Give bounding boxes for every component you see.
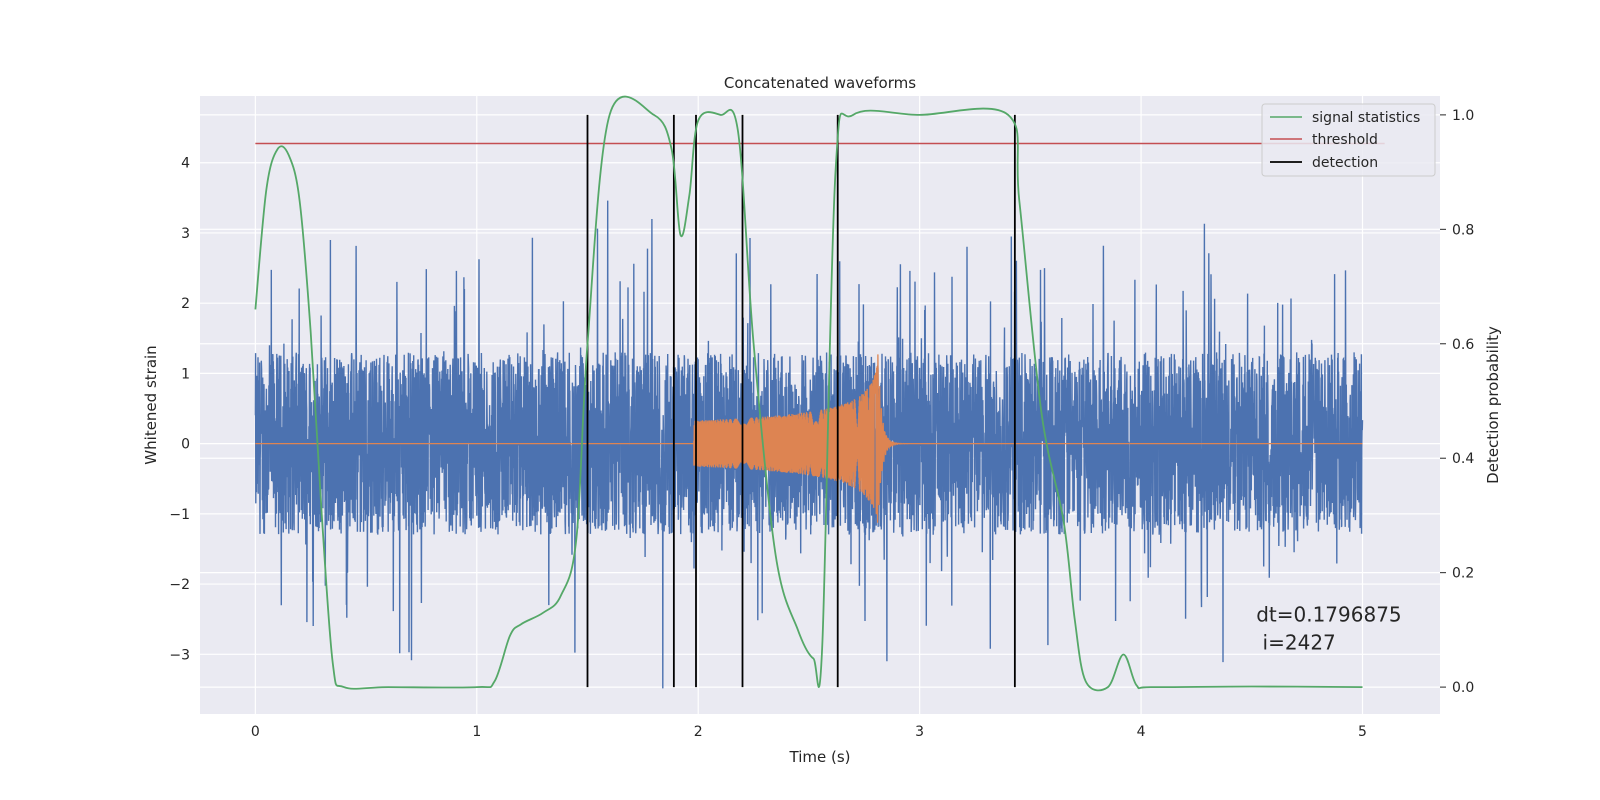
ticks: 0 1 2 3 4 5 −3 −2 −1 0 1 2 3 4 0.0 0.2 0.4 0.6 0.8 1.0 — [169, 108, 1474, 740]
y-tick-label: 2 — [181, 296, 190, 312]
x-tick-label: 0 — [251, 724, 260, 740]
y2-tick-label: 0.0 — [1452, 680, 1474, 696]
legend: signal statistics threshold detection — [1261, 103, 1436, 177]
x-tick-label: 5 — [1358, 724, 1367, 740]
annotation-i: i=2427 — [1256, 630, 1336, 654]
y2-tick-label: 1.0 — [1452, 108, 1474, 124]
injection-series — [255, 354, 1363, 523]
y-axis-label: Whitened strain — [142, 345, 160, 464]
strain-line — [254, 200, 1364, 689]
x-tick-label: 2 — [694, 724, 703, 740]
y-tick-label: 1 — [181, 366, 190, 382]
signal-statistics-line — [254, 95, 1363, 692]
y-tick-label: 4 — [181, 156, 190, 172]
y2-tick-label: 0.8 — [1452, 222, 1474, 238]
signal-statistics-series — [254, 95, 1363, 692]
y-tick-label: −3 — [169, 647, 190, 663]
y2-tick-label: 0.6 — [1452, 337, 1474, 353]
y2-tick-label: 0.4 — [1452, 451, 1474, 467]
injection-line — [255, 354, 1363, 523]
y2-tick-label: 0.2 — [1452, 566, 1474, 582]
x-tick-label: 3 — [915, 724, 924, 740]
x-tick-label: 4 — [1137, 724, 1146, 740]
y-tick-label: 0 — [181, 437, 190, 453]
legend-box — [1261, 103, 1436, 177]
legend-label-threshold: threshold — [1312, 132, 1378, 148]
chart-title: Concatenated waveforms — [724, 74, 916, 92]
y2-axis-label: Detection probability — [1484, 326, 1502, 484]
detection-series — [586, 114, 1016, 688]
x-axis-label: Time (s) — [789, 748, 851, 766]
legend-label-signal-statistics: signal statistics — [1312, 110, 1420, 126]
legend-label-detection: detection — [1312, 155, 1378, 171]
annotation-dt: dt=0.1796875 — [1256, 602, 1401, 626]
strain-series — [254, 200, 1364, 689]
y-tick-label: 3 — [181, 226, 190, 242]
x-tick-label: 1 — [472, 724, 481, 740]
y-tick-label: −2 — [169, 577, 190, 593]
y-tick-label: −1 — [169, 507, 190, 523]
